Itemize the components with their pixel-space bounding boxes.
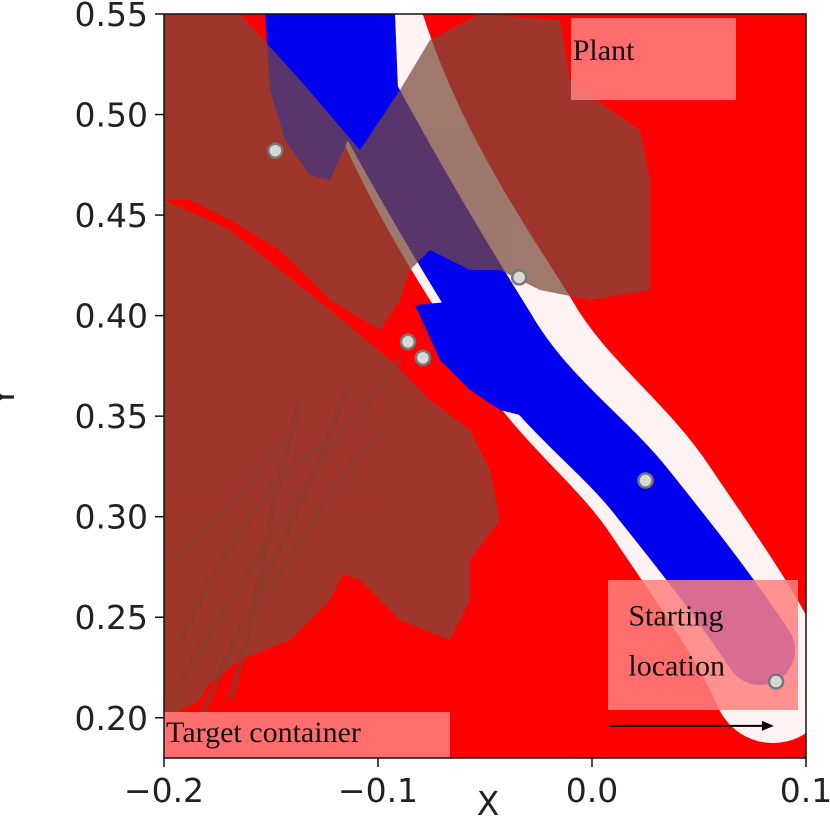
plot-area: Plant Starting location Target container bbox=[164, 14, 806, 758]
y-axis: 0.20 0.25 0.30 0.35 0.40 0.45 0.50 0.55 bbox=[75, 0, 164, 738]
path-marker bbox=[637, 472, 654, 489]
plant-stems bbox=[167, 358, 403, 722]
path-marker bbox=[399, 333, 417, 351]
y-tick-label: 0.35 bbox=[75, 397, 148, 436]
plant-label-box bbox=[571, 18, 736, 100]
path-marker bbox=[267, 142, 284, 159]
annotation-target: Target container bbox=[166, 716, 361, 749]
annotation-plant: Plant bbox=[573, 34, 635, 67]
annotations: Plant Starting location Target container bbox=[166, 34, 725, 749]
x-tick-label: −0.1 bbox=[338, 771, 418, 810]
start-label-box bbox=[608, 580, 798, 710]
x-tick-label: 0.0 bbox=[566, 771, 618, 810]
arrow-head bbox=[761, 720, 774, 731]
plant-overlay bbox=[164, 14, 650, 720]
y-tick-label: 0.50 bbox=[75, 96, 148, 135]
y-tick-label: 0.20 bbox=[75, 699, 148, 738]
annotation-start-line-2: location bbox=[628, 650, 725, 683]
y-tick-label: 0.25 bbox=[75, 598, 148, 637]
x-axis: −0.2 −0.1 0.0 0.1 bbox=[124, 758, 830, 810]
target-label-box bbox=[164, 712, 450, 758]
path-marker bbox=[510, 269, 528, 286]
plot-frame bbox=[163, 13, 807, 759]
x-tick-label: −0.2 bbox=[124, 771, 204, 810]
blue-region-center bbox=[415, 285, 555, 420]
y-tick-label: 0.30 bbox=[75, 498, 148, 537]
plant-leaf-upper bbox=[164, 14, 650, 330]
y-tick-label: 0.40 bbox=[75, 297, 148, 336]
path-marker bbox=[414, 349, 432, 367]
plant-leaf-left bbox=[164, 200, 500, 720]
x-axis-label: X bbox=[477, 784, 500, 817]
path-markers bbox=[267, 142, 785, 690]
x-tick-label: 0.1 bbox=[780, 771, 830, 810]
y-axis-label: Y bbox=[0, 386, 22, 408]
y-tick-label: 0.55 bbox=[75, 0, 148, 34]
plant-stem-lower bbox=[164, 530, 350, 720]
direction-arrow bbox=[609, 720, 774, 731]
path-marker bbox=[767, 673, 785, 690]
annotation-start-line-1: Starting bbox=[628, 599, 723, 632]
y-tick-label: 0.45 bbox=[75, 196, 148, 235]
